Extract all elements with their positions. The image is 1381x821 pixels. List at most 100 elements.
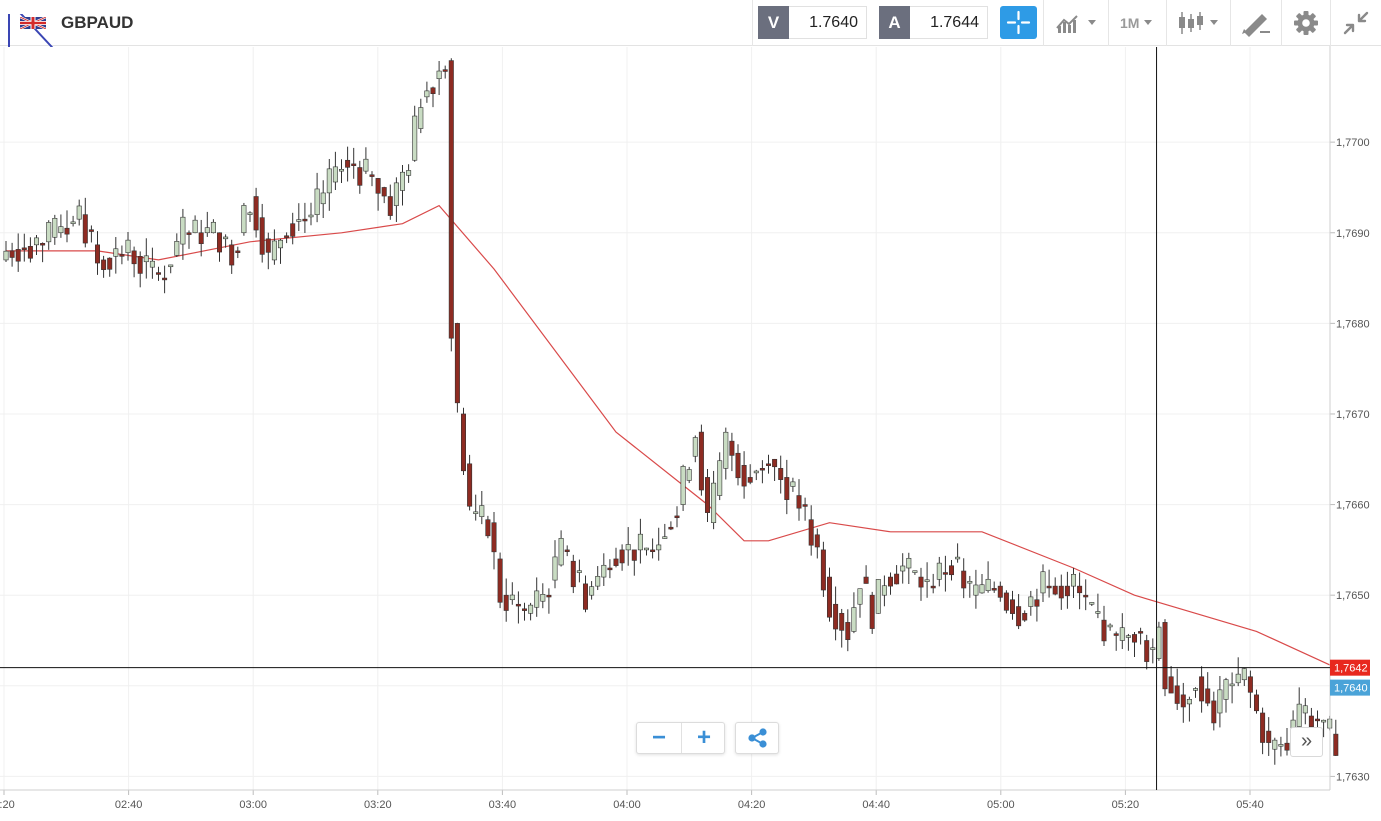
candle-up <box>753 470 759 474</box>
candle-up <box>363 158 369 172</box>
candle-down <box>156 272 162 275</box>
zoom-controls: − + <box>636 722 725 754</box>
candle-up <box>424 90 430 98</box>
candle-up <box>1241 668 1247 681</box>
candle-up <box>912 570 918 573</box>
candle-down <box>448 60 454 339</box>
candle-down <box>808 519 814 546</box>
candle-down <box>1144 640 1150 662</box>
candle-down <box>839 613 845 631</box>
ask-label[interactable]: A <box>879 6 910 39</box>
candle-down <box>15 249 21 262</box>
candle-down <box>1034 599 1040 607</box>
bid-value[interactable]: 1.7640 <box>789 6 867 39</box>
candle-down <box>698 431 704 491</box>
candle-up <box>979 584 985 594</box>
candle-up <box>1217 689 1223 714</box>
candles-button[interactable] <box>1172 8 1227 38</box>
candle-down <box>284 235 290 238</box>
bid-label[interactable]: V <box>758 6 789 39</box>
candle-up <box>643 547 649 551</box>
share-button[interactable] <box>735 722 779 754</box>
candle-down <box>162 277 168 281</box>
candle-down <box>217 232 223 253</box>
crosshair-button[interactable] <box>1000 6 1037 39</box>
toolbar-separator <box>752 0 753 46</box>
candle-up <box>180 216 186 245</box>
candle-up <box>534 590 540 608</box>
y-tick-label: 1,7700 <box>1336 137 1370 149</box>
candle-up <box>900 565 906 572</box>
timeframe-label[interactable]: 1M <box>1120 15 1140 31</box>
candle-up <box>1071 574 1077 587</box>
candle-up <box>204 227 210 234</box>
candle-up <box>436 70 442 80</box>
candle-up <box>326 168 332 194</box>
candle-down <box>1113 633 1119 636</box>
ask-value[interactable]: 1.7644 <box>910 6 988 39</box>
candle-up <box>271 240 277 261</box>
candle-up <box>973 584 979 596</box>
candle-down <box>302 218 308 222</box>
candle-up <box>528 604 534 614</box>
chart-toolbar: GBPAUD V 1.7640 A 1.7644 1M <box>0 0 1381 60</box>
candle-down <box>948 565 954 576</box>
candle-down <box>375 178 381 194</box>
candle-down <box>1199 676 1205 702</box>
scroll-right-button[interactable]: » <box>1290 727 1323 757</box>
candle-up <box>1272 739 1278 750</box>
drawing-pen-icon <box>1242 14 1270 37</box>
candle-down <box>735 452 741 479</box>
candle-up <box>540 594 546 602</box>
zoom-out-button[interactable]: − <box>651 724 666 751</box>
candle-up <box>1119 627 1125 641</box>
candle-down <box>570 560 576 588</box>
candle-down <box>186 232 192 235</box>
settings-button[interactable] <box>1290 8 1322 38</box>
candle-down <box>40 243 46 246</box>
price-chart[interactable]: 2:20 02:40 03:00 03:20 03:40 04:00 04:20 04:40 0… <box>0 46 1381 821</box>
timeframe-button[interactable] <box>1112 8 1162 38</box>
candle-up <box>473 511 479 514</box>
candle-down <box>991 588 997 591</box>
candle-down <box>229 244 235 266</box>
candle-up <box>1321 719 1327 723</box>
candle-up <box>936 562 942 580</box>
candle-up <box>406 170 412 176</box>
candle-up <box>308 214 314 218</box>
chart-grid <box>0 47 1330 790</box>
candle-down <box>1211 700 1217 724</box>
candle-down <box>1132 634 1138 643</box>
chart-type-button[interactable] <box>1050 8 1105 38</box>
candle-down <box>345 159 351 168</box>
y-tick-label: 1,7690 <box>1336 228 1370 240</box>
candle-up <box>576 570 582 573</box>
candle-up <box>314 188 320 215</box>
candle-down <box>942 572 948 575</box>
ask-price-badge-bg <box>1330 659 1370 676</box>
candle-up <box>1296 703 1302 727</box>
x-tick-label: 03:20 <box>364 799 392 811</box>
candle-down <box>729 440 735 456</box>
collapse-button[interactable] <box>1340 8 1372 38</box>
candle-up <box>58 226 64 234</box>
drawing-tools-button[interactable] <box>1238 8 1274 38</box>
zoom-in-button[interactable]: + <box>696 724 711 751</box>
candle-up <box>168 264 174 268</box>
candlestick-series <box>3 58 1339 765</box>
candle-up <box>296 219 302 222</box>
candle-up <box>558 538 564 566</box>
candle-up <box>851 607 857 632</box>
candle-up <box>338 169 344 172</box>
candle-down <box>119 254 125 257</box>
candle-up <box>1150 647 1156 650</box>
candle-down <box>1260 712 1266 743</box>
candle-up <box>174 241 180 256</box>
candle-up <box>924 579 930 582</box>
candle-down <box>21 247 27 250</box>
candle-down <box>137 256 143 274</box>
x-tick-label: 2:20 <box>0 799 15 811</box>
candle-up <box>509 594 515 601</box>
candle-down <box>357 167 363 186</box>
candle-down <box>1284 742 1290 751</box>
